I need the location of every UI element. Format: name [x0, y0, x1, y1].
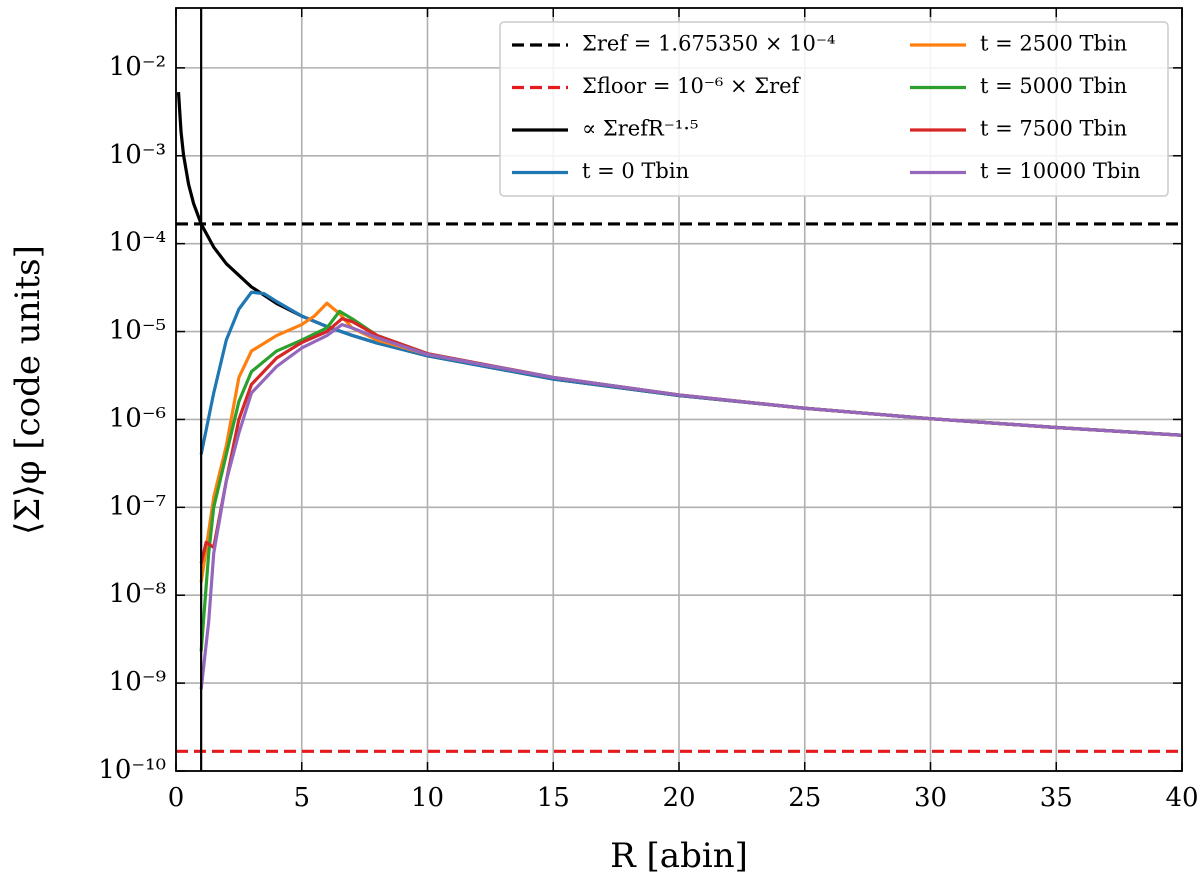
x-tick-label: 10	[411, 783, 444, 813]
legend-label: t = 10000 Tbin	[980, 159, 1141, 183]
x-tick-label: 5	[293, 783, 310, 813]
y-tick-label: 10⁻⁶	[109, 403, 166, 433]
plot-frame	[175, 7, 1183, 772]
x-tick-label: 25	[788, 783, 821, 813]
series-line	[199, 317, 1183, 564]
y-tick-label: 10⁻¹⁰	[98, 755, 166, 785]
y-tick-label: 10⁻⁵	[109, 316, 166, 346]
legend-box	[499, 21, 1169, 197]
legend-label: Σref = 1.675350 × 10⁻⁴	[582, 32, 835, 56]
x-tick-label: 35	[1040, 783, 1073, 813]
legend-label: t = 0 Tbin	[582, 159, 689, 183]
x-axis-label: R [abin]	[610, 836, 748, 876]
x-tick-label: 15	[537, 783, 570, 813]
y-tick-label: 10⁻⁸	[109, 579, 166, 609]
legend-label: ∝ ΣrefR⁻¹·⁵	[582, 117, 698, 141]
x-tick-label: 30	[914, 783, 947, 813]
legend-label: Σfloor = 10⁻⁶ × Σref	[582, 74, 802, 98]
series-line	[199, 309, 1183, 652]
data	[176, 8, 1183, 771]
y-axis-label: ⟨Σ⟩φ [code units]	[8, 245, 48, 535]
y-tick-label: 10⁻⁷	[109, 491, 166, 521]
series-line	[199, 301, 1183, 583]
x-tick-label: 40	[1165, 783, 1198, 813]
y-tick-label: 10⁻³	[109, 140, 166, 170]
series-line	[199, 322, 1183, 690]
y-tick-label: 10⁻²	[109, 52, 166, 82]
legend-label: t = 2500 Tbin	[980, 32, 1127, 56]
y-tick-label: 10⁻⁹	[109, 667, 166, 697]
x-tick-label: 20	[662, 783, 695, 813]
y-tick-label: 10⁻⁴	[109, 228, 166, 258]
legend-label: t = 5000 Tbin	[980, 74, 1127, 98]
x-tick-label: 0	[168, 783, 185, 813]
legend-label: t = 7500 Tbin	[980, 117, 1127, 141]
